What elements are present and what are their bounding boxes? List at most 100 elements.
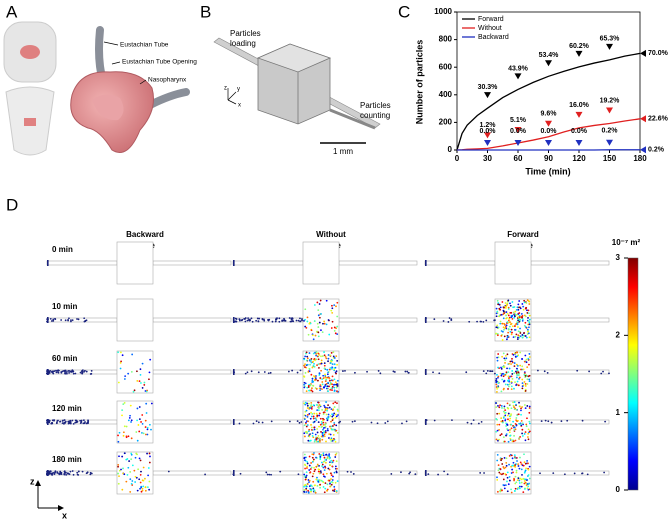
data-label: 0.0%	[571, 128, 588, 135]
particle	[331, 379, 334, 382]
simulation-frame	[232, 298, 418, 342]
particle	[334, 416, 337, 419]
particle	[331, 481, 334, 484]
particle	[311, 435, 314, 437]
particle	[501, 457, 503, 460]
particle	[514, 407, 517, 410]
particle	[333, 326, 336, 329]
particle	[312, 488, 315, 491]
particle	[255, 420, 258, 423]
particle	[518, 485, 521, 488]
particle	[317, 440, 320, 443]
particle	[322, 411, 325, 414]
particle	[141, 422, 144, 425]
particle	[316, 436, 319, 439]
particle	[316, 428, 319, 430]
particle	[354, 371, 356, 374]
particle	[519, 456, 521, 459]
particle	[519, 327, 521, 330]
particle	[46, 371, 49, 374]
simulation-frame	[232, 400, 418, 444]
particle	[118, 475, 120, 477]
particle	[524, 469, 527, 472]
particle	[319, 470, 322, 472]
particle	[276, 317, 278, 320]
particle	[503, 407, 506, 410]
particle	[527, 332, 530, 335]
particle	[524, 404, 526, 406]
particle	[310, 402, 313, 404]
particle	[512, 306, 515, 309]
series-line	[456, 118, 641, 151]
particle	[336, 409, 339, 412]
particle	[321, 438, 324, 441]
data-label: 0.0%	[510, 128, 527, 135]
particle	[326, 385, 329, 388]
particle	[495, 315, 498, 318]
particle	[525, 425, 528, 428]
particle	[505, 371, 508, 374]
particle	[306, 465, 309, 468]
particle	[515, 333, 518, 336]
particle	[516, 373, 518, 376]
particle	[307, 384, 310, 387]
particle	[511, 360, 513, 363]
particle	[519, 335, 522, 338]
particle	[524, 431, 527, 433]
particle	[497, 356, 500, 359]
particle	[310, 415, 313, 418]
particle	[148, 423, 151, 426]
particle	[288, 317, 291, 319]
particle	[86, 471, 89, 474]
particle	[82, 422, 85, 425]
particle	[334, 401, 337, 404]
particle	[502, 484, 505, 486]
particle	[508, 377, 510, 379]
particle	[234, 317, 237, 320]
particle	[141, 479, 144, 482]
particle	[525, 336, 528, 339]
particle	[331, 389, 333, 392]
particle	[130, 421, 132, 423]
particle	[146, 433, 149, 436]
particle	[497, 469, 500, 472]
particle	[141, 387, 144, 389]
particle	[513, 352, 516, 355]
particle	[498, 471, 501, 474]
particle	[500, 489, 503, 492]
particle	[522, 334, 525, 337]
particle	[332, 434, 335, 436]
particle	[305, 409, 308, 412]
particle	[304, 474, 306, 477]
particle	[267, 372, 270, 375]
particle	[521, 422, 524, 425]
particle	[46, 470, 49, 473]
particle	[329, 362, 332, 364]
particle	[515, 403, 517, 406]
particle	[75, 419, 77, 422]
particle	[515, 481, 518, 484]
particle	[318, 425, 320, 428]
particle	[315, 438, 318, 441]
particle	[89, 471, 92, 474]
particle	[521, 318, 524, 321]
particle	[333, 438, 335, 440]
particle	[329, 438, 332, 441]
particle	[506, 428, 509, 430]
marker	[606, 139, 613, 146]
particle	[330, 437, 333, 440]
particle	[323, 322, 326, 325]
particle	[516, 369, 519, 372]
particle	[46, 422, 49, 424]
particle	[67, 370, 70, 372]
particle	[344, 369, 346, 372]
particle	[296, 371, 299, 374]
particle	[324, 374, 327, 377]
particle	[497, 302, 500, 304]
particle	[384, 422, 387, 424]
particle	[47, 370, 50, 373]
particle	[312, 480, 315, 483]
particle	[316, 415, 319, 418]
particle	[128, 460, 131, 462]
particle	[540, 420, 543, 422]
